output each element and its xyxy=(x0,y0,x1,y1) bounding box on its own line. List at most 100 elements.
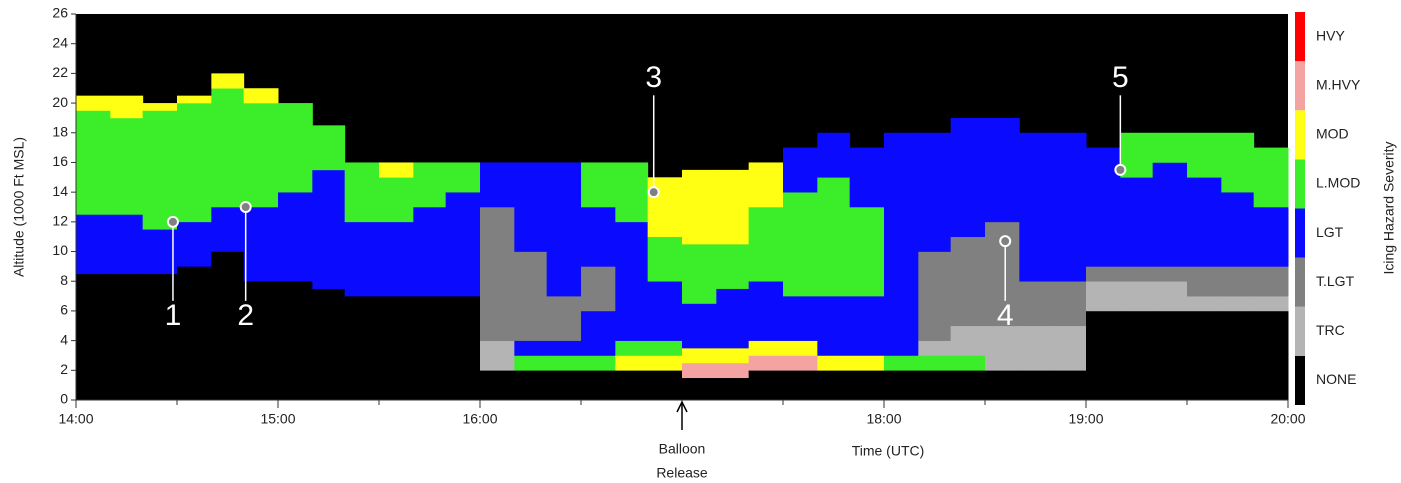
y-tick-label: 18 xyxy=(52,123,68,139)
y-axis-label: Altitude (1000 Ft MSL) xyxy=(11,137,27,277)
severity-layer xyxy=(546,370,582,401)
severity-layer xyxy=(849,370,885,401)
severity-layer xyxy=(1152,281,1188,312)
legend-label: T.LGT xyxy=(1316,273,1355,289)
legend-label: NONE xyxy=(1316,371,1356,387)
severity-layer xyxy=(514,370,548,401)
y-tick-label: 10 xyxy=(52,242,68,258)
severity-layer xyxy=(344,296,380,401)
severity-layer xyxy=(1086,266,1121,282)
severity-layer xyxy=(1051,370,1087,401)
severity-layer xyxy=(480,370,515,401)
severity-layer xyxy=(480,340,515,371)
severity-layer xyxy=(682,377,717,401)
severity-layer xyxy=(1019,132,1053,282)
legend-swatch xyxy=(1295,257,1305,307)
severity-layer xyxy=(918,355,952,371)
severity-layer xyxy=(379,162,414,178)
release-arrowhead xyxy=(676,400,688,413)
severity-layer xyxy=(514,355,548,371)
legend-label: TRC xyxy=(1316,322,1345,338)
severity-layer xyxy=(950,236,986,327)
annotation-point xyxy=(999,235,1012,248)
severity-layer xyxy=(748,162,784,208)
severity-layer xyxy=(748,370,784,401)
severity-layer xyxy=(514,251,548,341)
legend-swatch xyxy=(1295,110,1305,160)
y-tick-label: 14 xyxy=(52,183,68,199)
severity-layer xyxy=(177,95,212,104)
severity-layer xyxy=(546,296,582,341)
severity-layer xyxy=(514,162,548,252)
severity-layer xyxy=(716,377,750,401)
severity-layer xyxy=(1221,310,1255,401)
severity-layer xyxy=(110,273,144,401)
severity-layer xyxy=(1187,266,1222,297)
severity-layer xyxy=(1187,177,1222,267)
severity-layer xyxy=(1019,281,1053,327)
severity-layer xyxy=(1221,266,1255,297)
severity-layer xyxy=(110,117,144,215)
annotation-label: 4 xyxy=(997,299,1014,332)
severity-layer xyxy=(1086,147,1121,267)
annotation-point xyxy=(1114,163,1127,176)
y-tick-label: 2 xyxy=(60,361,68,377)
severity-layer xyxy=(142,273,178,401)
severity-layer xyxy=(918,370,952,401)
x-tick-label: 19:00 xyxy=(1068,411,1103,427)
legend-swatch xyxy=(1295,12,1305,62)
severity-layer xyxy=(110,214,144,275)
severity-layer xyxy=(918,340,952,356)
severity-layer xyxy=(748,340,784,356)
y-tick-label: 16 xyxy=(52,153,68,169)
severity-layer xyxy=(615,355,649,371)
severity-layer xyxy=(950,325,986,356)
annotation-point xyxy=(166,215,179,228)
severity-layer xyxy=(1051,281,1087,327)
severity-layer xyxy=(445,296,481,401)
severity-layer xyxy=(1187,132,1222,178)
severity-layer xyxy=(1120,310,1154,401)
severity-layer xyxy=(546,162,582,297)
severity-layer xyxy=(1221,192,1255,267)
severity-layer xyxy=(783,340,818,356)
severity-layer xyxy=(177,266,212,401)
severity-layer xyxy=(76,273,111,401)
severity-layer xyxy=(312,288,346,401)
severity-layer xyxy=(817,132,851,178)
severity-layer xyxy=(1253,266,1289,297)
severity-layer xyxy=(1152,132,1188,163)
severity-layer xyxy=(682,362,717,379)
severity-layer xyxy=(817,355,851,371)
severity-layer xyxy=(817,296,851,356)
severity-layer xyxy=(379,177,414,223)
severity-layer xyxy=(379,221,414,297)
severity-layer xyxy=(243,88,279,104)
severity-layer xyxy=(615,162,649,223)
severity-layer xyxy=(682,303,717,349)
severity-layer xyxy=(445,162,481,193)
severity-layer xyxy=(76,110,111,215)
severity-layer xyxy=(817,177,851,297)
severity-layer xyxy=(581,266,616,312)
severity-layer xyxy=(581,207,616,267)
severity-layer xyxy=(142,103,178,111)
severity-layer xyxy=(849,147,885,208)
severity-layer xyxy=(682,348,717,364)
y-tick-label: 12 xyxy=(52,213,68,229)
severity-layer xyxy=(1051,325,1087,371)
severity-layer xyxy=(581,162,616,208)
severity-layer xyxy=(76,95,111,111)
severity-layer xyxy=(884,370,919,401)
severity-layer xyxy=(278,281,313,401)
severity-layer xyxy=(581,355,616,371)
severity-layer xyxy=(546,340,582,356)
severity-layer xyxy=(985,370,1020,401)
severity-layer xyxy=(783,355,818,371)
severity-layer xyxy=(1253,310,1289,401)
severity-layer xyxy=(1051,132,1087,282)
severity-layer xyxy=(1019,370,1053,401)
y-tick-label: 20 xyxy=(52,94,68,110)
annotation-label: 3 xyxy=(645,61,662,94)
severity-layer xyxy=(312,125,346,171)
